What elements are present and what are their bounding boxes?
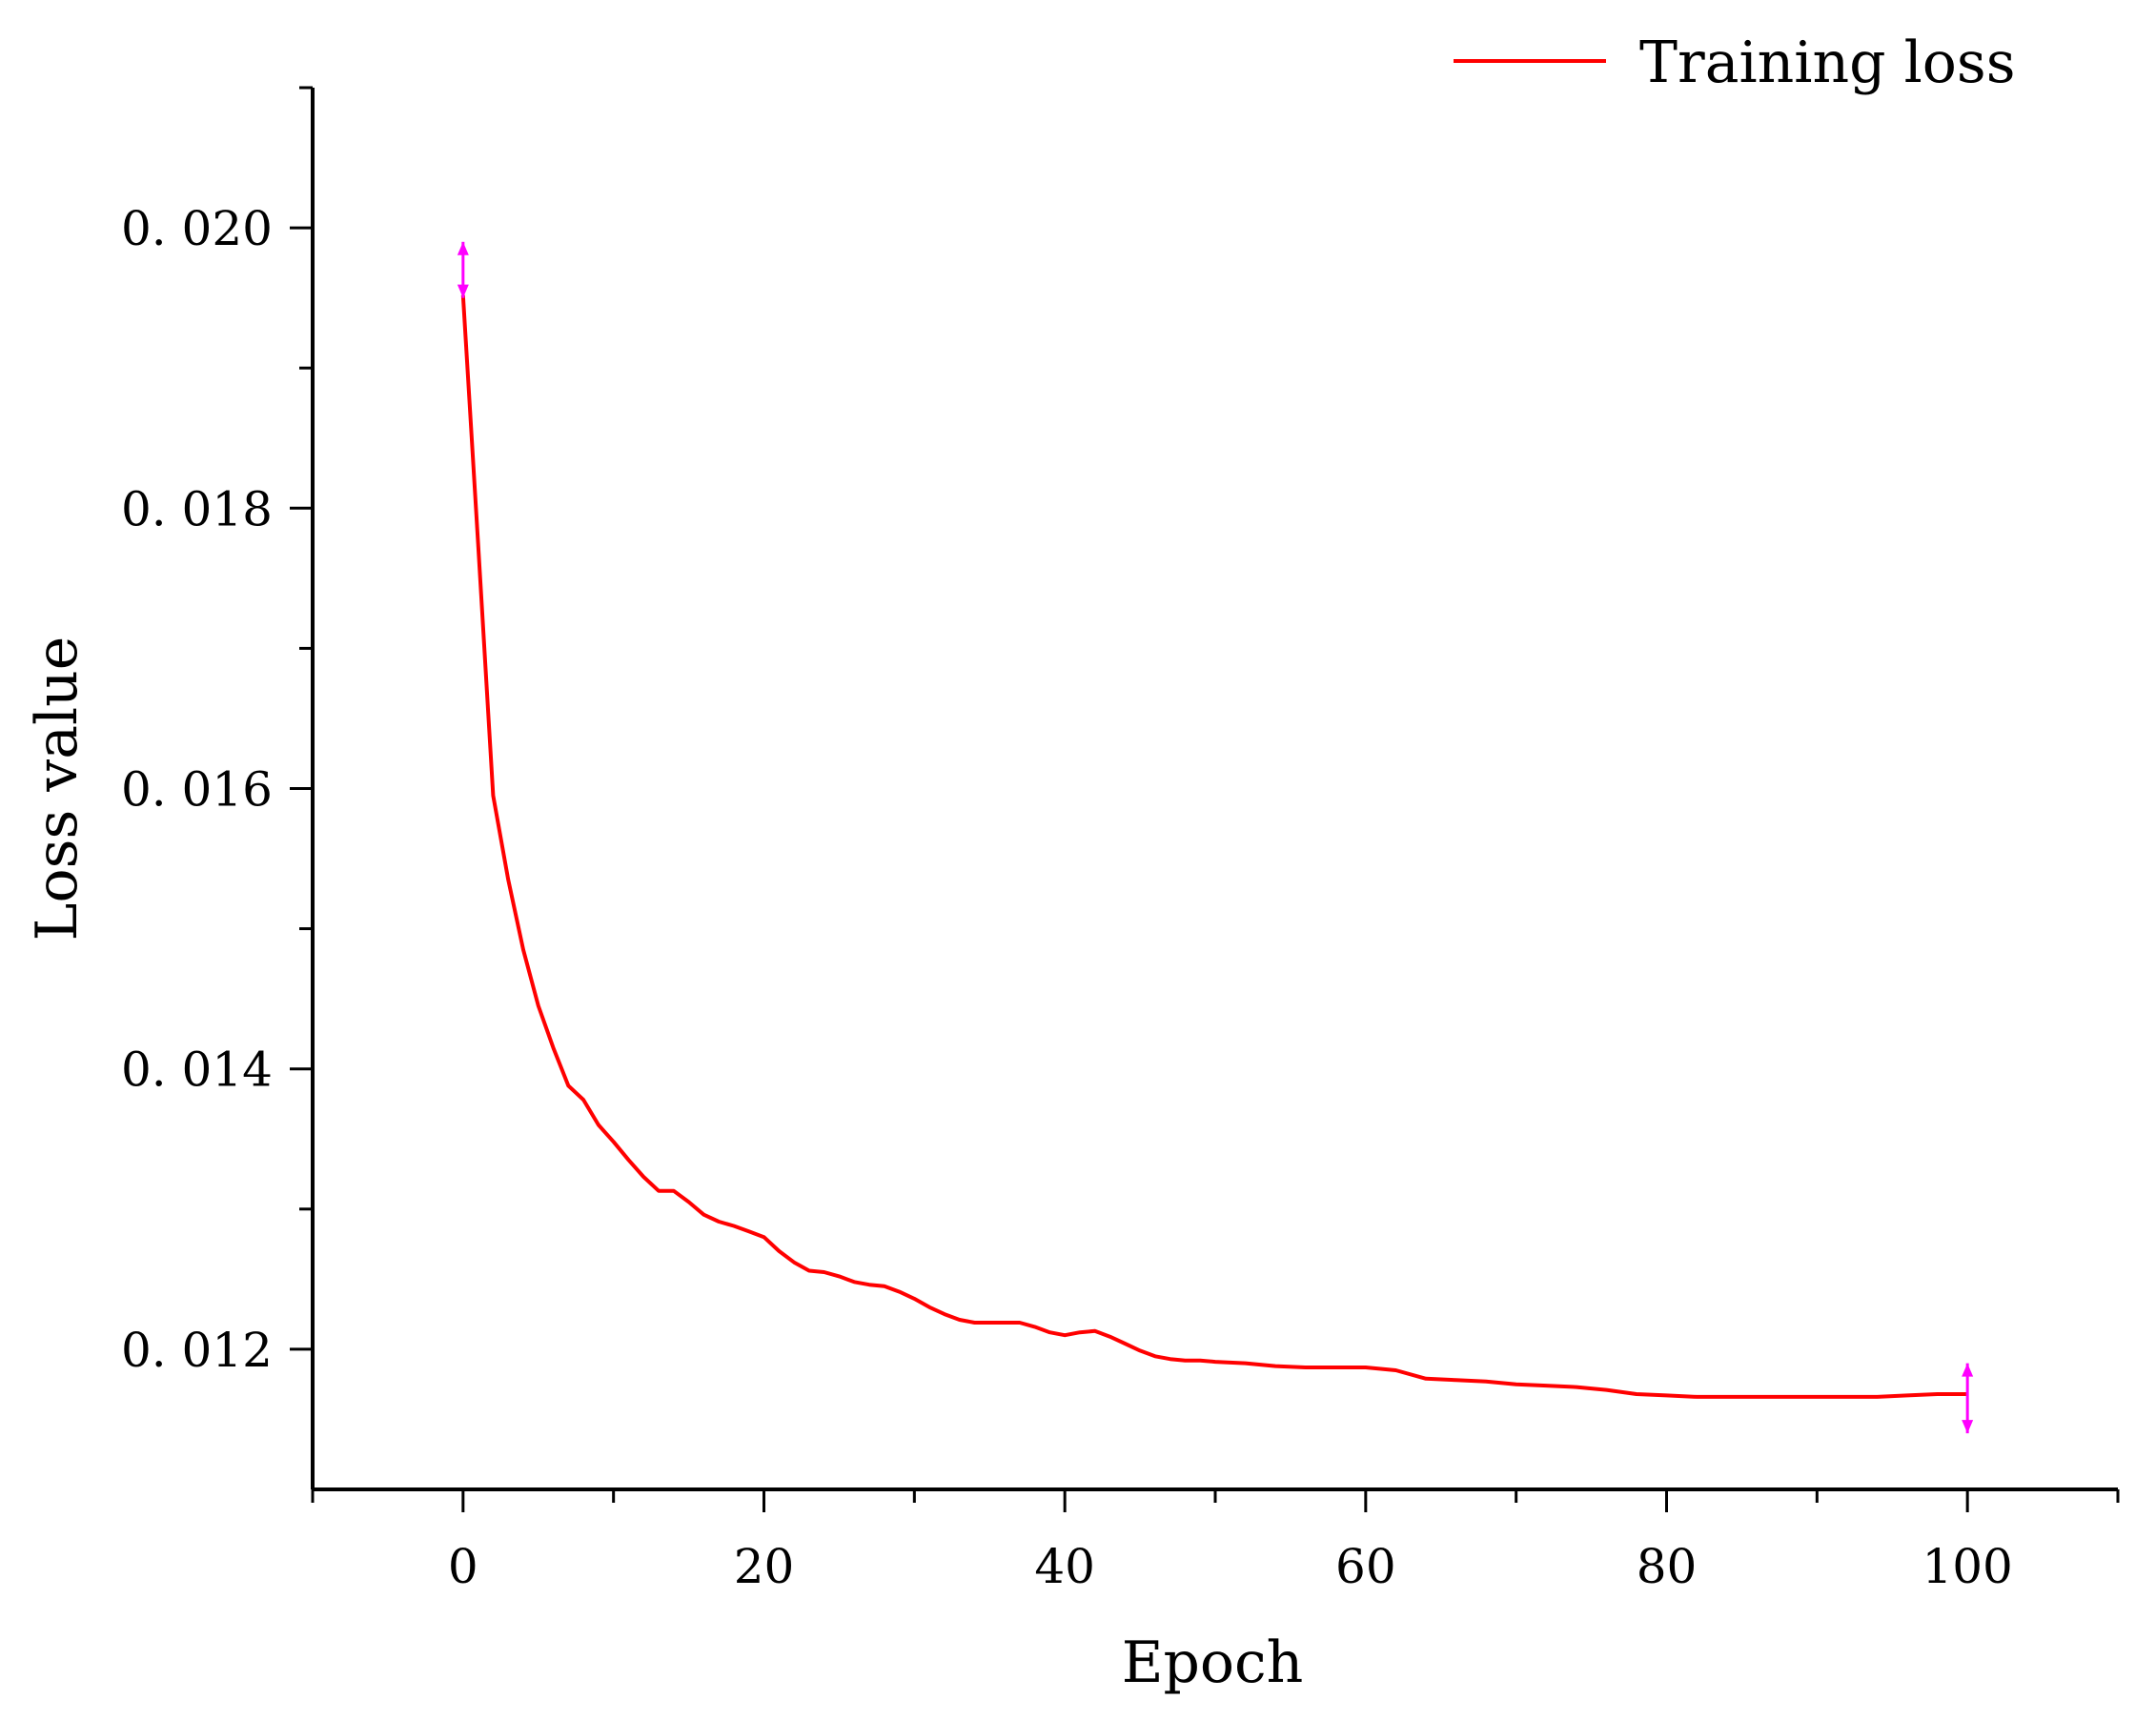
x-tick-label: 100 [1922, 1539, 2012, 1594]
error-bar-cap-top [1962, 1363, 1974, 1377]
x-axis-title: Epoch [1122, 1629, 1304, 1696]
series-line-training-loss [460, 294, 1968, 1399]
x-tick-label: 20 [734, 1539, 795, 1594]
error-bar-cap-bottom [457, 284, 469, 298]
y-tick-label: 0. 020 [121, 201, 273, 256]
x-tick-label: 60 [1335, 1539, 1396, 1594]
error-bar-cap-bottom [1962, 1420, 1974, 1434]
plot-area [457, 241, 1974, 1434]
y-axis-title: Loss value [24, 637, 91, 941]
legend-label-training-loss: Training loss [1639, 30, 2016, 96]
x-tick-label: 80 [1637, 1539, 1698, 1594]
y-tick-label: 0. 016 [121, 762, 273, 818]
x-tick-label: 0 [448, 1539, 478, 1594]
y-tick-label: 0. 018 [121, 481, 273, 536]
error-bar-cap-top [457, 241, 469, 255]
y-tick-label: 0. 012 [121, 1323, 273, 1378]
y-tick-label: 0. 014 [121, 1042, 273, 1098]
legend: Training loss [1454, 30, 2016, 96]
x-tick-label: 40 [1034, 1539, 1095, 1594]
ticks: 0 20 40 60 80 100 0. 012 0. 014 0. 016 0. 018 0. 0… [121, 86, 2120, 1594]
axes [311, 88, 2118, 1491]
